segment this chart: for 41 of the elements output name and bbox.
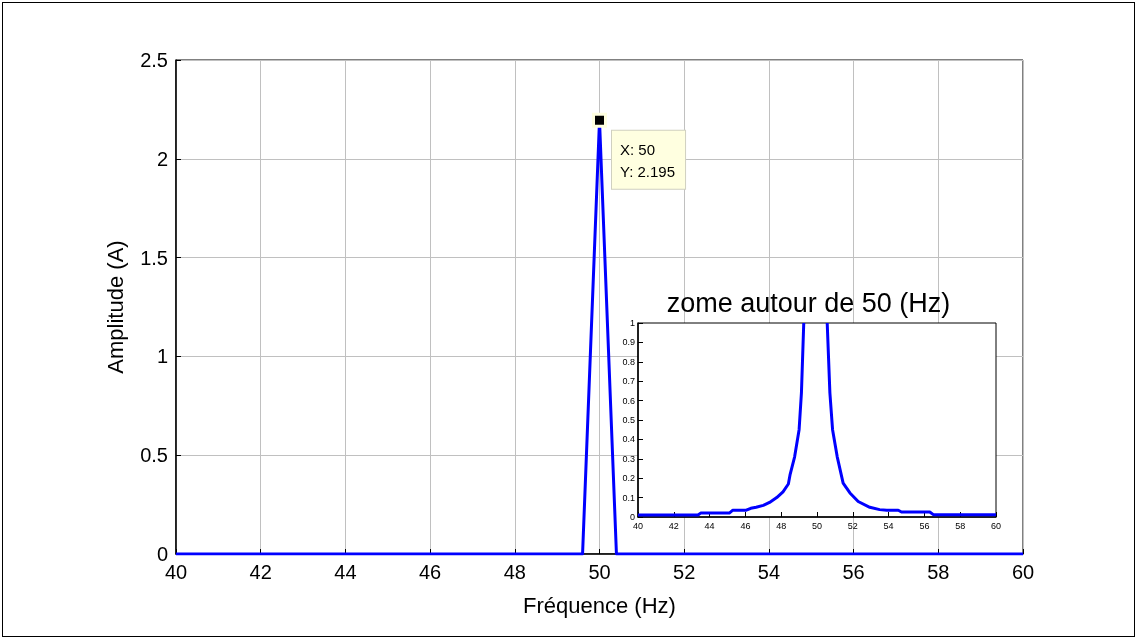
y-tick-label: 1 bbox=[156, 345, 168, 368]
x-tick-label: 60 bbox=[990, 520, 1002, 531]
y-tick-label: 0 bbox=[629, 512, 635, 522]
x-tick-label: 58 bbox=[955, 520, 966, 531]
x-axis-title: Fréquence (Hz) bbox=[523, 592, 676, 618]
x-tick-label: 44 bbox=[704, 520, 715, 531]
y-tick-label: 0.4 bbox=[622, 434, 635, 445]
y-tick-label: 1 bbox=[629, 318, 635, 328]
chart-title: zome autour de 50 (Hz) bbox=[666, 287, 951, 318]
x-tick-label: 48 bbox=[776, 520, 787, 531]
x-tick-label: 42 bbox=[249, 561, 272, 583]
y-tick-label: 0.7 bbox=[622, 376, 635, 387]
x-tick-label: 60 bbox=[1011, 561, 1035, 583]
x-tick-label: 52 bbox=[673, 561, 696, 583]
y-tick-label: 2.5 bbox=[140, 49, 168, 71]
x-tick-label: 46 bbox=[418, 561, 442, 583]
y-tick-label: 1.5 bbox=[140, 246, 168, 269]
x-tick-label: 42 bbox=[668, 520, 679, 531]
x-tick-label: 40 bbox=[632, 520, 644, 531]
x-tick-label: 54 bbox=[757, 561, 781, 583]
y-tick-label: 0.5 bbox=[140, 444, 168, 467]
y-tick-label: 2 bbox=[156, 147, 168, 170]
annotation: X: 50 Y: 2.195 bbox=[620, 141, 676, 181]
x-tick-label: 56 bbox=[919, 520, 930, 531]
y-tick-label: 0.8 bbox=[622, 356, 635, 367]
x-tick-label: 50 bbox=[588, 561, 611, 583]
x-tick-label: 58 bbox=[927, 561, 950, 583]
y-tick-label: 0.9 bbox=[622, 337, 635, 348]
x-tick-label: 46 bbox=[740, 520, 751, 531]
x-tick-label: 48 bbox=[503, 561, 526, 583]
y-tick-label: 0.5 bbox=[622, 415, 635, 425]
y-axis-title: Amplitude (A) bbox=[102, 240, 128, 374]
x-tick-label: 54 bbox=[883, 520, 894, 531]
y-tick-label: 0.3 bbox=[622, 453, 635, 464]
y-tick-label: 0.1 bbox=[622, 492, 635, 503]
y-tick-label: 0.6 bbox=[622, 395, 635, 406]
x-tick-label: 44 bbox=[334, 561, 357, 583]
x-tick-label: 52 bbox=[847, 520, 858, 531]
x-tick-label: 50 bbox=[811, 520, 823, 531]
x-tick-label: 56 bbox=[842, 561, 865, 583]
y-tick-label: 0.2 bbox=[622, 473, 635, 484]
